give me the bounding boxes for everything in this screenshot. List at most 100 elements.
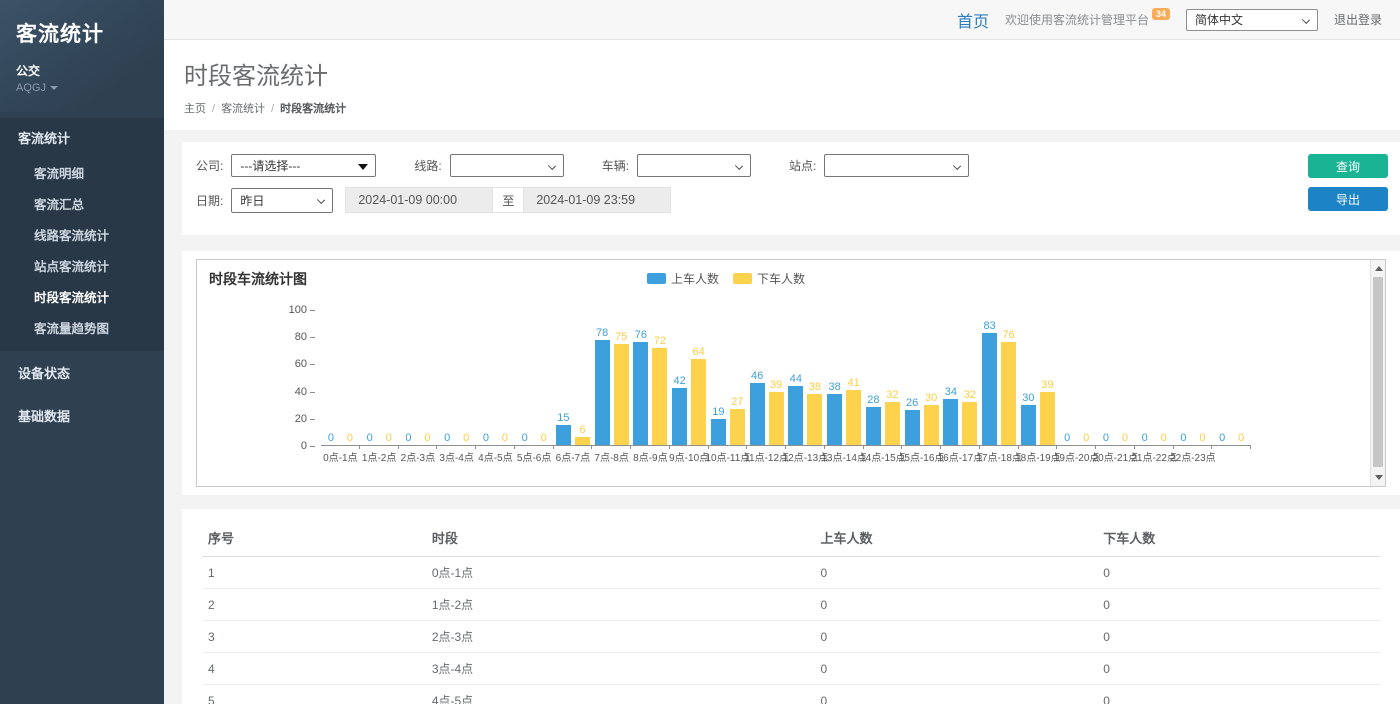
bar[interactable] [595,340,610,445]
bar[interactable] [905,410,920,445]
bar-value-label: 0 [1122,432,1128,444]
bar-group: 004点-5点 [476,310,515,445]
chart-scrollbar[interactable] [1370,260,1385,486]
bar-value-label: 38 [809,381,821,393]
bar[interactable] [730,409,745,445]
bar-column: 0 [459,310,474,445]
home-link[interactable]: 首页 [957,8,989,32]
bar-column: 0 [1215,310,1230,445]
account-menu[interactable]: AQGJ [16,82,148,94]
table-cell: 0 [1097,685,1380,704]
company-select[interactable]: ---请选择--- [231,154,376,177]
sidebar-item[interactable]: 设备状态 [0,351,164,394]
bar[interactable] [672,388,687,445]
language-select[interactable]: 简体中文 [1186,9,1318,31]
export-button[interactable]: 导出 [1308,187,1388,211]
breadcrumb-section[interactable]: 客流统计 [221,103,265,115]
bar-value-label: 0 [347,432,353,444]
bar-column: 38 [807,310,822,445]
sidebar-nav: 客流统计 客流明细客流汇总线路客流统计站点客流统计时段客流统计客流量趋势图 设备… [0,118,164,437]
bar[interactable] [575,437,590,445]
bar-column: 46 [750,310,765,445]
table-cell: 5 [202,685,426,704]
filter-row-1: 公司: ---请选择--- 线路: 车辆: [196,154,1386,177]
sidebar-subitem[interactable]: 时段客流统计 [0,281,164,312]
sidebar-subitem[interactable]: 客流量趋势图 [0,312,164,343]
logout-link[interactable]: 退出登录 [1334,11,1382,28]
bar-group: 000点-1点 [321,310,360,445]
bar-group: 003点-4点 [437,310,476,445]
bar-column: 30 [924,310,939,445]
stats-table: 序号时段上车人数下车人数 10点-1点0021点-2点0032点-3点0043点… [202,519,1380,704]
bar-value-label: 0 [1161,432,1167,444]
station-label: 站点: [789,157,816,174]
bar[interactable] [1021,405,1036,446]
bar-value-label: 0 [1238,432,1244,444]
company-filter: 公司: ---请选择--- [196,154,376,177]
query-button[interactable]: 查询 [1308,154,1388,178]
scrollbar-thumb[interactable] [1373,277,1383,467]
bar[interactable] [633,342,648,445]
date-filter: 日期: 昨日 [196,188,333,213]
date-to-input[interactable]: 2024-01-09 23:59 [523,187,671,213]
bar[interactable] [1040,392,1055,445]
bar-value-label: 0 [386,432,392,444]
notification-badge: 34 [1152,8,1170,20]
bar[interactable] [556,425,571,445]
bar[interactable] [866,407,881,445]
sidebar-subitem[interactable]: 客流汇总 [0,188,164,219]
station-select[interactable] [824,154,969,177]
bar-column: 0 [342,310,357,445]
nav-section-passenger-stats: 客流统计 客流明细客流汇总线路客流统计站点客流统计时段客流统计客流量趋势图 [0,118,164,351]
top-navbar: 首页 欢迎使用客流统计管理平台34 简体中文 退出登录 [164,0,1400,40]
bar[interactable] [943,399,958,445]
bar-value-label: 72 [654,335,666,347]
bar-column: 0 [478,310,493,445]
bar[interactable] [750,383,765,445]
bar[interactable] [769,392,784,445]
bar-value-label: 0 [1219,432,1225,444]
bar[interactable] [614,344,629,445]
bar-column: 0 [517,310,532,445]
sidebar-item-passenger-stats[interactable]: 客流统计 [0,118,164,157]
date-preset-select[interactable]: 昨日 [231,188,333,213]
bar-group: 002点-3点 [399,310,438,445]
bar[interactable] [652,348,667,445]
x-axis-label: 7点-8点 [594,449,628,464]
chevron-down-icon [317,195,325,203]
table-header-row: 序号时段上车人数下车人数 [202,519,1380,557]
table-cell: 0 [815,621,1098,653]
bar[interactable] [807,394,822,445]
line-select[interactable] [450,154,564,177]
bar[interactable] [691,359,706,445]
bar[interactable] [962,402,977,445]
sidebar-item[interactable]: 基础数据 [0,394,164,437]
table-row: 10点-1点00 [202,557,1380,589]
bar[interactable] [924,405,939,446]
bar[interactable] [885,402,900,445]
y-axis-tick: 20 [281,413,307,425]
date-from-input[interactable]: 2024-01-09 00:00 [345,187,493,213]
bar-value-label: 0 [367,432,373,444]
bar[interactable] [846,390,861,445]
sidebar-subitem[interactable]: 线路客流统计 [0,219,164,250]
bar[interactable] [711,419,726,445]
bar-column: 0 [536,310,551,445]
bar-group: 005点-6点 [515,310,554,445]
scroll-up-icon[interactable] [1371,261,1386,276]
bar-group: 0020点-21点 [1096,310,1135,445]
legend-item[interactable]: 上车人数 [647,270,719,287]
vehicle-select[interactable] [637,154,751,177]
bar-column: 32 [962,310,977,445]
bar[interactable] [827,394,842,445]
bar-group: 42649点-10点 [670,310,709,445]
sidebar-subitem[interactable]: 站点客流统计 [0,250,164,281]
legend-item[interactable]: 下车人数 [733,270,805,287]
sidebar-subitem[interactable]: 客流明细 [0,157,164,188]
bar[interactable] [982,333,997,445]
breadcrumb-home[interactable]: 主页 [184,103,206,115]
scroll-down-icon[interactable] [1371,470,1386,485]
bar[interactable] [1001,342,1016,445]
bar[interactable] [788,386,803,445]
bar-value-label: 0 [522,432,528,444]
